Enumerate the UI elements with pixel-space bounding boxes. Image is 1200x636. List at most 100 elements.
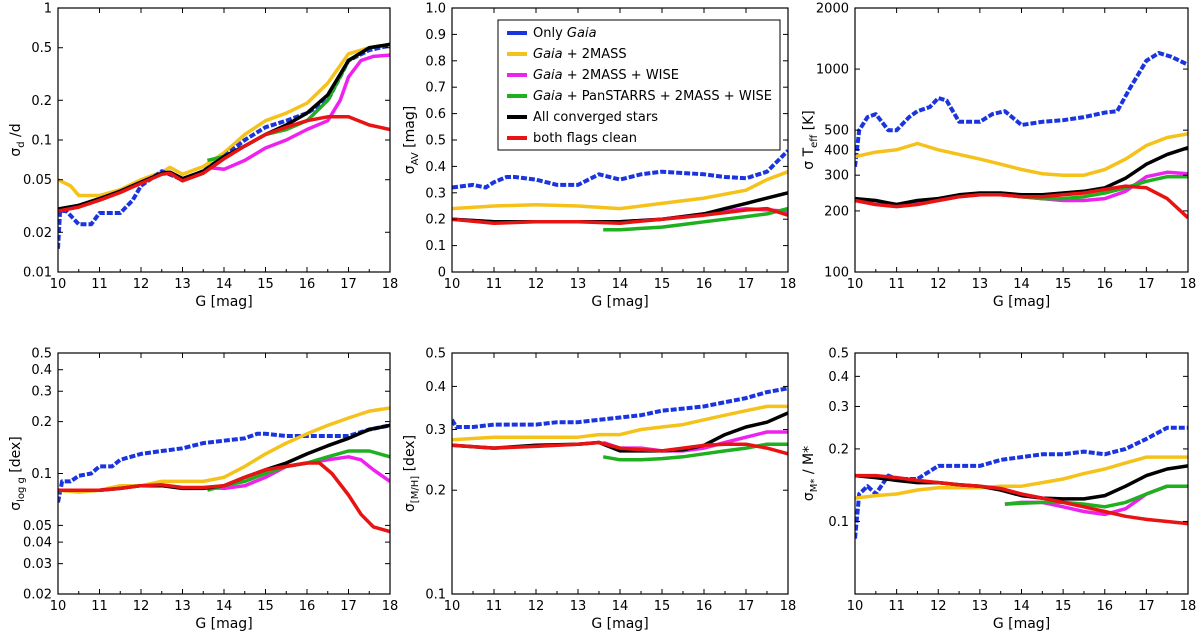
series-line-flags-clean: [452, 440, 788, 456]
y-axis-label: σ Teff [K]: [801, 110, 820, 169]
y-tick-label: 0.9: [425, 28, 446, 43]
y-tick-label: 300: [824, 169, 849, 184]
legend-label-only-gaia: Only Gaia: [533, 26, 597, 41]
x-tick-label: 15: [654, 599, 671, 614]
y-tick-label: 0.4: [425, 160, 446, 175]
y-tick-label: 500: [824, 124, 849, 139]
series-line-flags-clean: [855, 184, 1188, 220]
x-tick-label: 17: [738, 277, 755, 292]
panel-logg: 10 11 12 13 14 15 16 17 18 0.02 0.03 0.04 0.05 0.1 0.2…: [8, 347, 398, 633]
x-axis-label: G [mag]: [195, 616, 252, 632]
series-line-gaia-ps-2mass-wise: [603, 206, 788, 232]
y-tick-label: 400: [824, 143, 849, 158]
x-tick-label: 10: [847, 599, 864, 614]
x-tick-label: 13: [570, 277, 587, 292]
x-tick-label: 10: [50, 599, 67, 614]
x-tick-label: 15: [654, 277, 671, 292]
y-tick-label: 0.3: [425, 186, 446, 201]
legend-label-gaia-2mass: Gaia + 2MASS: [533, 47, 627, 62]
series-line-flags-clean: [58, 461, 390, 534]
x-tick-label: 17: [1138, 599, 1155, 614]
x-tick-label: 16: [1096, 599, 1113, 614]
series-line-only-gaia: [452, 149, 788, 190]
series-line-gaia-2mass: [855, 132, 1188, 177]
x-tick-label: 18: [382, 599, 399, 614]
y-tick-label: 0.2: [425, 213, 446, 228]
x-tick-label: 17: [340, 277, 357, 292]
y-tick-label: 0.05: [23, 519, 52, 534]
x-tick-label: 12: [528, 599, 545, 614]
x-tick-label: 16: [299, 599, 316, 614]
x-tick-label: 12: [133, 599, 150, 614]
x-tick-label: 17: [738, 599, 755, 614]
y-tick-label: 0.04: [23, 536, 52, 551]
x-axis-label: G [mag]: [591, 294, 648, 310]
x-tick-label: 16: [696, 277, 713, 292]
y-axis-label: σM* / M*: [801, 446, 820, 501]
x-axis-label: G [mag]: [591, 616, 648, 632]
y-axis-label: σAV [mag]: [402, 106, 421, 174]
series-line-gaia-2mass: [855, 455, 1188, 500]
x-axis-label: G [mag]: [195, 294, 252, 310]
series-line-gaia-2mass: [58, 42, 390, 198]
series-line-gaia-2mass-wise: [207, 53, 390, 172]
x-tick-label: 12: [133, 277, 150, 292]
series-line-gaia-ps-2mass-wise: [1004, 484, 1188, 509]
x-tick-label: 13: [972, 277, 989, 292]
x-tick-label: 14: [1013, 599, 1030, 614]
x-tick-label: 10: [50, 277, 67, 292]
y-tick-label: 0.3: [425, 423, 446, 438]
x-tick-label: 13: [174, 599, 191, 614]
series-line-only-gaia: [58, 43, 390, 249]
y-tick-label: 0.4: [425, 380, 446, 395]
x-axis-label: G [mag]: [993, 616, 1050, 632]
y-tick-label: 100: [824, 266, 849, 281]
y-tick-label: 0.3: [828, 400, 849, 415]
series-line-flags-clean: [855, 473, 1188, 526]
y-axis-label: σd /d: [8, 123, 27, 156]
series-group: [855, 425, 1188, 539]
x-tick-label: 16: [299, 277, 316, 292]
x-tick-label: 18: [1180, 277, 1197, 292]
x-tick-label: 17: [340, 599, 357, 614]
legend-label-all-converged: All converged stars: [533, 110, 658, 125]
y-tick-label: 0.5: [425, 134, 446, 149]
y-tick-label: 1.0: [425, 2, 446, 17]
plot-frame: [854, 352, 1189, 595]
x-tick-label: 16: [1096, 277, 1113, 292]
x-tick-label: 16: [696, 599, 713, 614]
panel-teff: 10 11 12 13 14 15 16 17 18 100 200 300 400 500 1000 200…: [801, 2, 1196, 311]
x-tick-label: 10: [444, 277, 461, 292]
x-tick-label: 13: [570, 599, 587, 614]
series-line-only-gaia: [58, 423, 390, 503]
y-tick-label: 0.4: [828, 370, 849, 385]
series-line-flags-clean: [58, 115, 390, 213]
x-tick-label: 14: [612, 277, 629, 292]
x-tick-label: 11: [888, 599, 905, 614]
y-tick-label: 200: [824, 204, 849, 219]
legend-label-flags-clean: both flags clean: [533, 131, 637, 146]
x-tick-label: 17: [1138, 277, 1155, 292]
x-tick-label: 14: [1013, 277, 1030, 292]
series-group: [452, 386, 788, 462]
x-tick-label: 15: [257, 277, 274, 292]
series-group: [58, 42, 390, 249]
x-tick-label: 11: [486, 277, 503, 292]
x-tick-label: 11: [91, 277, 108, 292]
panel-extinction: 10 11 12 13 14 15 16 17 18 0 0.1 0.2 0.3 0.4 0.5 0.6 0.7…: [402, 2, 796, 311]
y-tick-label: 2000: [816, 2, 849, 17]
series-group: [855, 51, 1188, 220]
panel-mass: 10 11 12 13 14 15 16 17 18 0.1 0.2 0.3 0.4 0.5 G [mag]…: [801, 347, 1196, 633]
y-tick-label: 0.2: [828, 442, 849, 457]
series-group: [452, 149, 788, 232]
y-tick-label: 0.5: [828, 347, 849, 362]
y-axis-label: σ[M/H] [dex]: [402, 435, 421, 512]
x-tick-label: 12: [930, 599, 947, 614]
series-line-all-converged: [855, 146, 1188, 207]
x-tick-label: 11: [91, 599, 108, 614]
legend-label-gaia-ps-2mass-wise: Gaia + PanSTARRS + 2MASS + WISE: [533, 89, 772, 104]
x-tick-label: 15: [1055, 599, 1072, 614]
y-tick-label: 1000: [816, 63, 849, 78]
series-line-gaia-2mass: [452, 404, 788, 442]
series-line-only-gaia: [855, 425, 1188, 539]
